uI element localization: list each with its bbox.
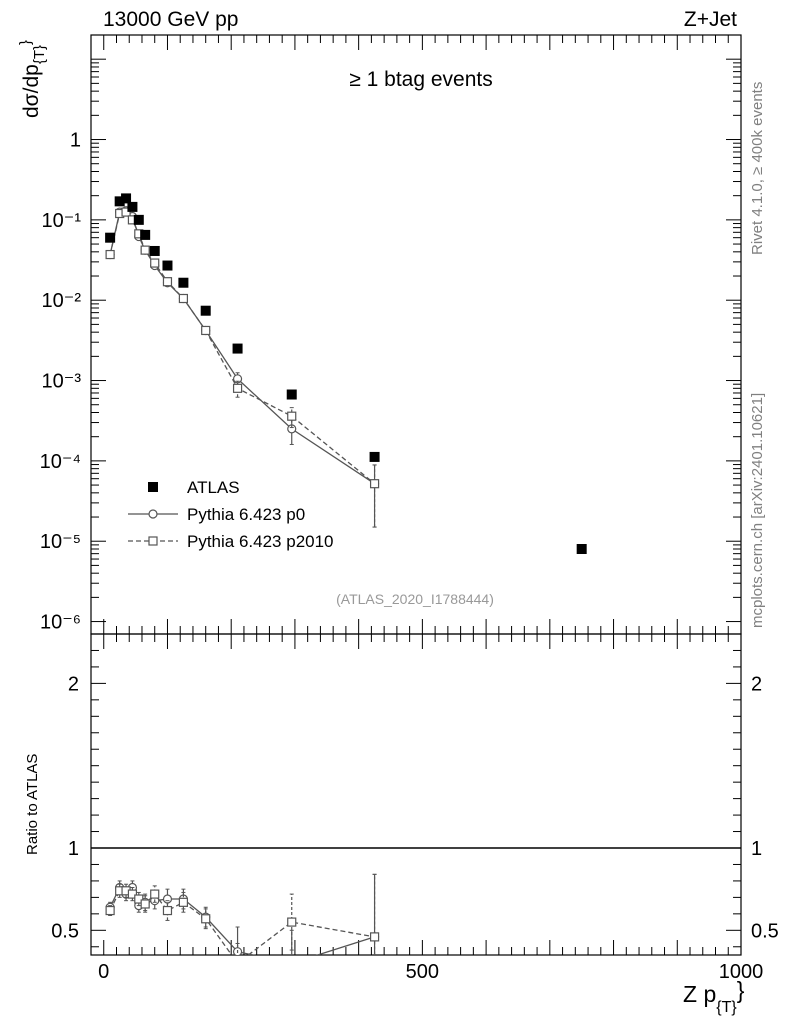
pythia-6-423-p2010-point bbox=[287, 917, 297, 927]
pythia-6-423-p2010-point bbox=[140, 245, 150, 255]
ratio-frame-border bbox=[90, 633, 742, 956]
y-axis-label: dσ/dp{T}} bbox=[17, 40, 48, 118]
atlas-point bbox=[127, 201, 138, 212]
legend-marker bbox=[148, 482, 158, 492]
ratio-y-tick-label: 2 bbox=[68, 673, 79, 695]
y-tick-label: 1 bbox=[70, 130, 81, 152]
pythia-6-423-p2010-point bbox=[140, 899, 150, 909]
atlas-point bbox=[140, 229, 151, 240]
y-tick-label: 10⁻⁶ bbox=[40, 612, 81, 634]
main-plot-frame: 10⁻⁶ 10⁻⁵ 10⁻⁴ 10⁻³ 10⁻² 10⁻¹ 1 bbox=[40, 34, 742, 635]
pythia-6-423-p2010-point bbox=[121, 207, 131, 217]
pythia-6-423-p2010-point bbox=[105, 905, 115, 916]
ratio-y-tick-label-right: 1 bbox=[751, 838, 762, 860]
x-tick-label: 1000 bbox=[719, 961, 764, 983]
pythia-6-423-p2010-point bbox=[127, 889, 138, 899]
pythia-6-423-p2010-point bbox=[232, 383, 243, 393]
pythia-6-423-p2010-point bbox=[369, 479, 380, 489]
ratio-y-tick-label: 0.5 bbox=[51, 920, 79, 942]
atlas-point bbox=[369, 451, 380, 462]
legend-label: ATLAS bbox=[187, 478, 240, 497]
atlas-point bbox=[576, 544, 587, 555]
atlas-point bbox=[105, 232, 116, 243]
y-tick-label: 10⁻² bbox=[42, 290, 82, 312]
pythia-6-423-p2010-point bbox=[234, 959, 242, 967]
pythia-6-423-p2010-point bbox=[178, 897, 189, 907]
legend-marker bbox=[148, 536, 158, 546]
atlas-point bbox=[162, 260, 173, 271]
rivet-label: Rivet 4.1.0, ≥ 400k events bbox=[749, 82, 766, 255]
plot-title: ≥ 1 btag events bbox=[349, 68, 492, 91]
data-marks: ATLAS Pythia 6.423 p0 Pythia 6.423 p2010 bbox=[105, 193, 587, 967]
pythia-6-423-p2010-point bbox=[162, 905, 173, 916]
pythia-6-423-p0-point bbox=[162, 894, 173, 904]
header-right: Z+Jet bbox=[684, 8, 737, 31]
header-left: 13000 GeV pp bbox=[103, 8, 238, 31]
ratio-y-tick-label: 1 bbox=[68, 838, 79, 860]
legend-label: Pythia 6.423 p0 bbox=[187, 505, 305, 524]
ratio-series-group bbox=[105, 873, 380, 967]
atlas-point bbox=[121, 193, 132, 204]
atlas-point bbox=[232, 343, 243, 354]
pythia-6-423-p2010-point bbox=[287, 411, 297, 421]
y-tick-label: 10⁻¹ bbox=[42, 210, 82, 232]
pythia-6-423-p2010-point bbox=[201, 325, 211, 336]
pythia-6-423-p2010-point bbox=[162, 277, 173, 287]
atlas-point bbox=[200, 305, 211, 316]
y-tick-label: 10⁻⁴ bbox=[40, 451, 81, 473]
atlas-point bbox=[133, 214, 144, 225]
atlas-point bbox=[114, 196, 125, 207]
mcplots-label: mcplots.cern.ch [arXiv:2401.10621] bbox=[749, 393, 766, 628]
pythia-6-423-p2010-point bbox=[369, 932, 380, 942]
pythia-6-423-p2010-point bbox=[150, 889, 160, 899]
y-tick-label: 10⁻³ bbox=[42, 371, 82, 393]
ratio-plot-frame: 0.5 0.5 1 1 2 2 0 500 1000 bbox=[51, 633, 779, 983]
pythia-6-423-p2010-point bbox=[134, 894, 144, 904]
atlas-point bbox=[149, 245, 160, 256]
atlas-point bbox=[178, 277, 189, 288]
y-tick-label: 10⁻⁵ bbox=[40, 531, 81, 553]
pythia-6-423-p2010-point bbox=[150, 258, 160, 268]
pythia-6-423-p2010-point bbox=[105, 249, 115, 260]
pythia-6-423-p2010-point bbox=[201, 914, 211, 924]
ratio-y-tick-label-right: 2 bbox=[751, 673, 762, 695]
watermark: (ATLAS_2020_I1788444) bbox=[336, 591, 494, 607]
ratio-y-tick-label-right: 0.5 bbox=[751, 920, 779, 942]
main-series-group bbox=[105, 193, 587, 555]
pythia-6-423-p0-point bbox=[288, 959, 296, 967]
legend: ATLAS Pythia 6.423 p0 Pythia 6.423 p2010 bbox=[128, 478, 334, 551]
legend-marker bbox=[148, 509, 158, 519]
ratio-y-axis-label: Ratio to ATLAS bbox=[24, 754, 41, 855]
x-tick-label: 500 bbox=[406, 961, 439, 983]
x-tick-label: 0 bbox=[98, 961, 109, 983]
pythia-6-423-p2010-point bbox=[178, 293, 189, 304]
atlas-point bbox=[286, 389, 297, 400]
legend-label: Pythia 6.423 p2010 bbox=[187, 532, 334, 551]
